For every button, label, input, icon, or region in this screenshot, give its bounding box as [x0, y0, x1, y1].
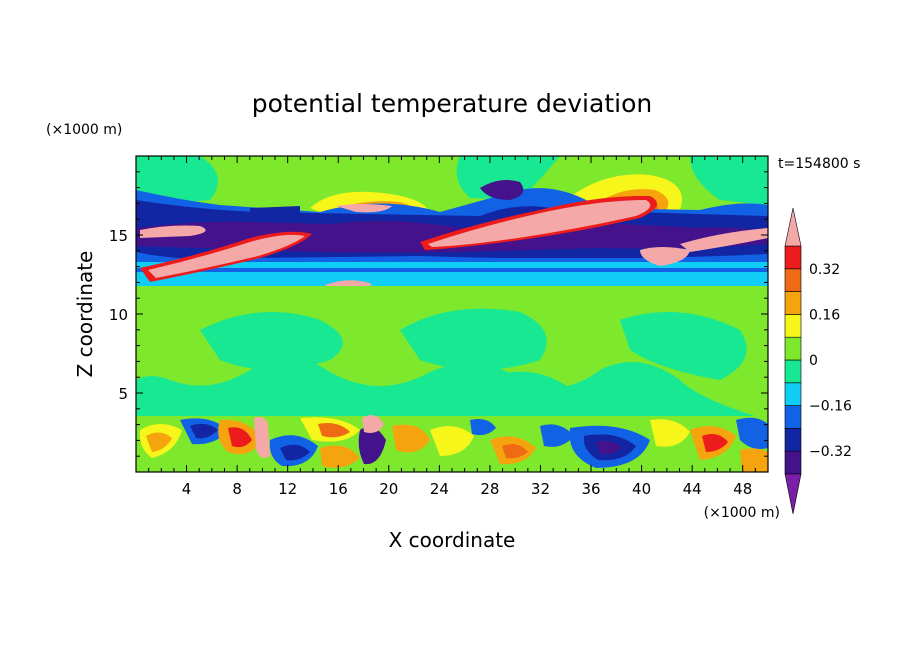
field-upper-patch — [136, 156, 218, 205]
field-mid-texture — [200, 312, 343, 370]
field-plume — [428, 200, 651, 247]
field-plume — [640, 247, 690, 266]
x-unit-label: (×1000 m) — [704, 505, 780, 521]
field-mid-texture — [480, 371, 570, 411]
colorbar-band — [784, 245, 802, 270]
x-tick-label: 12 — [278, 480, 297, 498]
field-blob-warm — [392, 424, 430, 453]
chart-title: potential temperature deviation — [252, 89, 652, 118]
y-tick-label: 10 — [109, 306, 128, 324]
field-mid-texture — [260, 371, 340, 409]
field-blob-cold — [358, 426, 386, 465]
time-label: t=154800 s — [778, 156, 860, 172]
field-blob-warm — [702, 434, 728, 452]
x-tick-label: 32 — [531, 480, 550, 498]
field-blob-plume — [362, 415, 384, 433]
field-mid-texture — [136, 286, 768, 300]
field-blob-cold — [736, 417, 768, 449]
field-mid-texture — [620, 312, 747, 380]
colorbar-tick-label: 0.16 — [809, 307, 840, 323]
field-blob-warm — [318, 423, 350, 438]
x-axis: 4 8 12 16 20 24 28 32 36 40 44 48 — [148, 156, 756, 498]
colorbar-band — [784, 450, 802, 475]
colorbar-band — [784, 428, 802, 452]
field-upper-patch — [690, 156, 768, 205]
y-axis: 5 10 15 — [109, 171, 768, 457]
colorbar-band — [784, 382, 802, 406]
field-inversion-core — [480, 180, 524, 200]
x-tick-label: 28 — [480, 480, 499, 498]
colorbar-band — [784, 314, 802, 338]
colorbar-tick-label: −0.32 — [809, 444, 852, 460]
field-blob-warm — [502, 444, 528, 459]
colorbar-tick-label: 0.32 — [809, 262, 840, 278]
colorbar-tick-label: 0 — [809, 353, 818, 369]
field-inversion-core — [250, 206, 300, 218]
field-blob-warm — [650, 419, 690, 447]
y-tick-label: 5 — [118, 385, 128, 403]
x-tick-label: 40 — [632, 480, 651, 498]
field-blob-warm — [146, 432, 172, 452]
colorbar-band — [784, 291, 802, 315]
field-blob-plume — [254, 416, 270, 458]
colorbar-over-arrow — [784, 207, 802, 247]
field-blob-cold — [470, 419, 496, 436]
field-blob-warm — [320, 445, 360, 468]
x-axis-label: X coordinate — [389, 528, 516, 552]
x-tick-label: 24 — [430, 480, 449, 498]
x-tick-label: 36 — [581, 480, 600, 498]
colorbar-under-arrow — [784, 473, 802, 515]
colorbar-band — [784, 359, 802, 384]
field-blob-warm — [228, 427, 252, 448]
colorbar: 0.32 0.16 0 −0.16 −0.32 — [784, 207, 852, 515]
field-blob-cold — [280, 444, 310, 461]
field-plume — [680, 228, 768, 252]
y-tick-label: 15 — [109, 227, 128, 245]
field-plume — [148, 234, 305, 278]
field-blob-cold — [596, 440, 622, 455]
x-tick-label: 8 — [232, 480, 242, 498]
field-inversion-strip — [136, 272, 768, 286]
y-unit-label: (×1000 m) — [46, 122, 122, 138]
colorbar-band — [784, 405, 802, 429]
colorbar-band — [784, 268, 802, 292]
x-tick-label: 44 — [683, 480, 702, 498]
plot-area — [136, 156, 768, 472]
x-tick-label: 48 — [733, 480, 752, 498]
y-axis-label: Z coordinate — [73, 251, 97, 378]
x-tick-label: 16 — [329, 480, 348, 498]
field-mid-texture — [400, 308, 547, 370]
field-blob-cold — [190, 423, 218, 439]
x-tick-label: 20 — [379, 480, 398, 498]
field-blob-warm — [740, 448, 768, 472]
field-plume — [336, 204, 392, 213]
field-blob-cold — [540, 424, 574, 447]
colorbar-tick-label: −0.16 — [809, 399, 852, 415]
colorbar-band — [784, 336, 802, 361]
field-plume — [140, 225, 206, 238]
field-inversion-strip — [136, 262, 768, 268]
field-blob-warm — [430, 426, 474, 456]
x-tick-label: 4 — [182, 480, 192, 498]
